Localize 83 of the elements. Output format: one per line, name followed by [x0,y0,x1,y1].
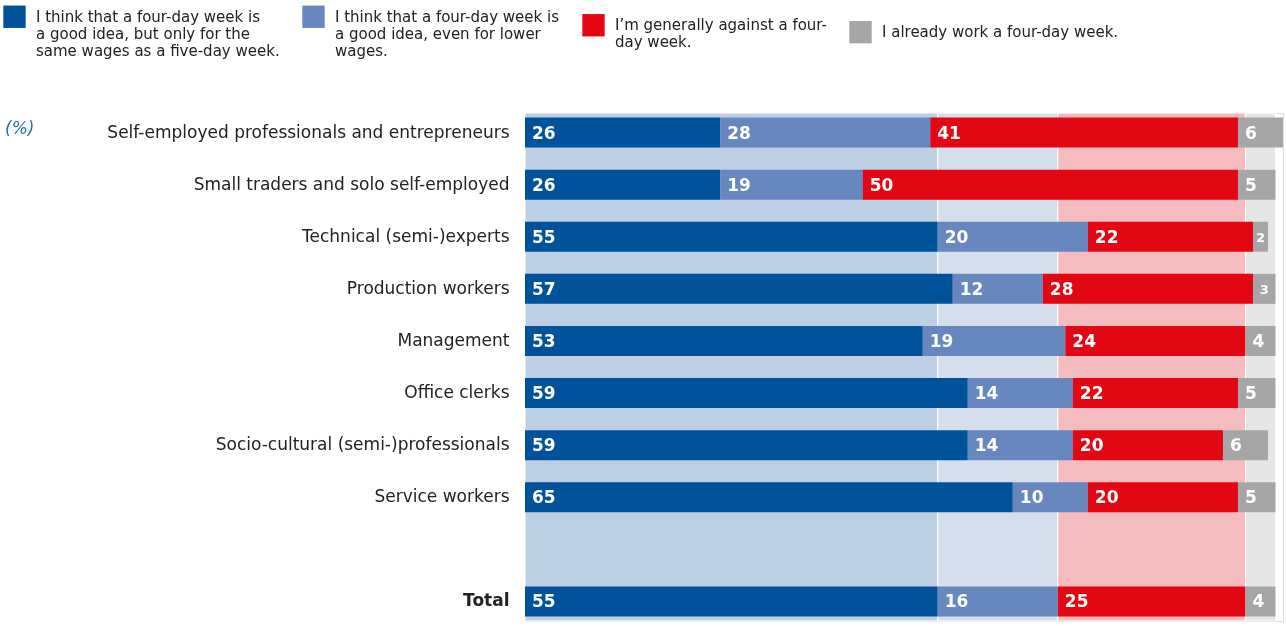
y-tick-label: Total [463,590,510,611]
bar [1072,378,1238,409]
data-label: 20 [944,226,969,247]
bar [720,117,931,148]
bar [525,117,721,148]
bar [720,169,863,200]
bar [1237,482,1276,513]
data-label: 14 [974,435,999,456]
bar [922,325,1066,356]
bar [1042,273,1253,304]
legend-label: I’m generally against a four-day week. [615,16,827,52]
y-tick-label: Small traders and solo self-employed [193,173,510,194]
data-label: 6 [1229,435,1242,456]
bar [1087,482,1238,513]
bar [1087,221,1253,252]
bar [525,325,923,356]
data-label: 26 [532,122,556,143]
bar [862,169,1238,200]
bar [525,169,721,200]
bar [525,221,938,252]
legend-label: I think that a four-day week is a good idea, but only for the same wages as a five-day week. [36,7,280,60]
bar [525,378,968,409]
bar [525,430,968,461]
bar [1237,117,1283,148]
data-label: 59 [532,383,556,404]
data-label: 53 [532,330,556,351]
y-tick-label: Technical (semi-)experts [301,225,510,246]
data-label: 3 [1259,281,1269,297]
data-label: 2 [1255,229,1266,245]
bar [1252,273,1276,304]
data-label: 25 [1064,591,1089,612]
data-label: 5 [1244,487,1257,508]
data-label: 28 [727,122,751,143]
y-tick-label: Self-employed professionals and entrepreneurs [107,121,510,142]
text: (%) [5,118,35,138]
data-label: 59 [532,435,556,456]
bar [937,221,1088,252]
data-label: 12 [959,278,984,299]
data-label: 14 [974,383,999,404]
data-label: 4 [1252,330,1265,351]
bar [525,482,1013,513]
data-label: 55 [532,226,556,247]
data-label: 20 [1094,487,1119,508]
data-label: 55 [532,591,556,612]
bar [952,273,1043,304]
y-tick-label: Management [397,329,510,350]
bar [525,273,953,304]
bar [1065,325,1246,356]
y-tick-label: Production workers [346,277,510,298]
bar [1012,482,1088,513]
bar [1222,430,1268,461]
data-label: 26 [532,174,556,195]
legend-label: I think that a four-day week is a good idea, even for lower wages. [335,7,560,60]
y-tick-label: Socio-cultural (semi-)professionals [215,434,510,455]
data-label: 19 [727,174,751,195]
y-tick-label: Office clerks [404,382,510,403]
data-label: 20 [1079,435,1104,456]
bar [967,378,1073,409]
data-label: 5 [1244,174,1257,195]
data-label: 57 [532,278,556,299]
data-label: 22 [1094,226,1119,247]
data-label: 50 [869,174,894,195]
bar [1237,378,1276,409]
bar [1072,430,1223,461]
data-label: 5 [1244,383,1257,404]
data-label: 41 [937,122,961,143]
data-label: 6 [1244,122,1257,143]
bar [1237,169,1276,200]
y-tick-label: Service workers [374,486,510,507]
data-label: 4 [1252,591,1265,612]
data-label: 10 [1019,487,1044,508]
data-label: 22 [1079,383,1104,404]
bar [967,430,1073,461]
data-label: 16 [944,591,969,612]
bar [525,586,938,617]
data-label: 24 [1072,330,1097,351]
data-label: 19 [929,330,954,351]
data-label: 65 [532,487,556,508]
bar [937,586,1058,617]
bar [930,117,1238,148]
bar [1057,586,1246,617]
legend-label: I already work a four-day week. [882,23,1119,42]
data-label: 28 [1049,278,1074,299]
